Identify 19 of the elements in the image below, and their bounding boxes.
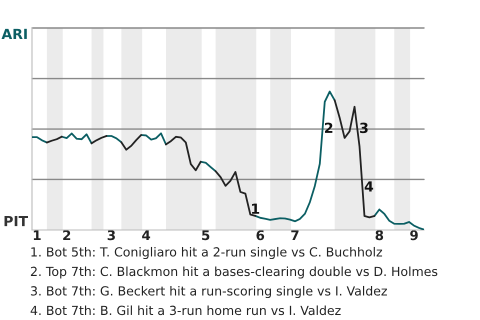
x-tick-label: 7 bbox=[291, 230, 299, 240]
text: 4. Bot 7th: B. Gil hit a 3-run home run vs I. Valdez bbox=[30, 305, 341, 316]
text: ARI bbox=[2, 28, 27, 39]
x-tick-label: 5 bbox=[202, 230, 210, 240]
x-tick-label: 2 bbox=[63, 230, 70, 240]
annotation: 1 bbox=[252, 204, 260, 214]
text: 3. Bot 7th: G. Beckert hit a run-scoring single vs I. Valdez bbox=[30, 286, 387, 298]
x-tick-label: 8 bbox=[376, 230, 384, 240]
x-tick-label: 1 bbox=[34, 230, 41, 240]
annotation: 3 bbox=[360, 122, 368, 134]
text: 2. Top 7th: C. Blackmon hit a bases-clearing double vs D. Holmes bbox=[30, 266, 438, 279]
x-tick-label: 3 bbox=[108, 230, 115, 240]
x-tick-label: 6 bbox=[256, 230, 264, 240]
annotation: 2 bbox=[324, 122, 332, 133]
x-tick-label: 4 bbox=[142, 230, 150, 240]
text: 1. Bot 5th: T. Conigliaro hit a 2-run single vs C. Buchholz bbox=[31, 246, 382, 260]
x-tick-label: 9 bbox=[410, 230, 418, 240]
annotation: 4 bbox=[364, 181, 374, 192]
text: PIT bbox=[4, 216, 28, 226]
